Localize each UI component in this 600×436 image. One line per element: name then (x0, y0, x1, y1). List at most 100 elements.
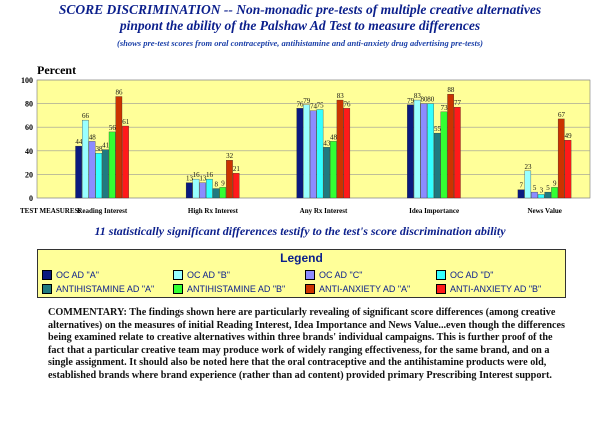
legend-label: OC AD "A" (56, 270, 99, 280)
bar-value-label: 5 (546, 184, 550, 192)
x-tick-label: Any Rx Interest (300, 207, 348, 215)
chart-headline: 11 statistically significant differences… (94, 224, 506, 238)
bar (537, 194, 545, 199)
bar-value-label: 74 (310, 103, 318, 111)
bar-value-label: 56 (109, 124, 117, 132)
bar-value-label: 23 (524, 163, 532, 171)
bar (108, 131, 116, 199)
bar-value-label: 80 (427, 96, 435, 104)
bar (517, 189, 525, 199)
bar (82, 119, 89, 199)
y-tick-label: 60 (25, 123, 33, 132)
bar (544, 191, 552, 199)
bar-value-label: 7 (520, 182, 524, 190)
bar (330, 141, 337, 199)
x-tick-label: Idea Importance (409, 207, 459, 215)
bar (427, 103, 434, 199)
bar (440, 111, 448, 199)
x-tick-label: High Rx Interest (188, 207, 239, 215)
bar-value-label: 79 (407, 97, 415, 105)
bar-value-label: 76 (297, 100, 305, 108)
bar (88, 141, 96, 199)
legend-label: OC AD "C" (319, 270, 363, 280)
bar-value-label: 8 (215, 181, 219, 189)
bar-value-label: 43 (323, 139, 331, 147)
bar (303, 104, 310, 199)
bar (531, 191, 538, 199)
bar-value-label: 88 (447, 86, 455, 94)
bar-value-label: 13 (186, 175, 194, 183)
page-title-line-2: pinpont the ability of the Palshaw Ad Te… (119, 18, 481, 33)
y-tick-label: 0 (29, 194, 33, 203)
bar-value-label: 86 (116, 89, 124, 97)
legend-item: ANTI-ANXIETY AD "B" (436, 283, 541, 295)
legend-swatch (173, 270, 183, 280)
bar-value-label: 3 (540, 186, 544, 194)
bar (192, 178, 200, 199)
bar-chart: Percent TEST MEASURES: 0 20 40 60 80 100 44 66 4… (0, 62, 600, 232)
chart-title: Percent (37, 63, 76, 77)
bar (185, 182, 193, 199)
bar (454, 106, 461, 199)
bar (199, 182, 206, 199)
x-tick-label: News Value (527, 207, 561, 215)
legend-swatch (436, 284, 446, 294)
page-title-line-1: SCORE DISCRIMINATION -- Non-monadic pre-… (58, 2, 542, 17)
legend-item: ANTIHISTAMINE AD "A" (42, 283, 154, 295)
bar-value-label: 66 (82, 112, 90, 120)
bar (433, 132, 441, 199)
bar (219, 187, 227, 199)
bar-value-label: 77 (454, 99, 462, 107)
y-tick-label: 100 (21, 76, 33, 85)
bar (206, 178, 213, 199)
bar-value-label: 55 (434, 125, 442, 133)
x-axis-label: TEST MEASURES: (20, 207, 81, 215)
bar (232, 173, 240, 199)
bar-value-label: 48 (89, 133, 97, 141)
y-tick-label: 20 (25, 170, 33, 179)
bar-value-label: 67 (558, 111, 566, 119)
bar (115, 96, 123, 199)
bar (524, 170, 532, 199)
legend-swatch (436, 270, 446, 280)
bar (75, 145, 82, 199)
bar-value-label: 79 (303, 97, 311, 105)
legend-box: Legend OC AD "A" OC AD "B" OC AD "C" OC AD … (37, 249, 566, 298)
bar-value-label: 16 (206, 171, 214, 179)
bar-value-label: 48 (330, 133, 338, 141)
bar (407, 104, 414, 199)
bar-value-label: 9 (221, 179, 225, 187)
bar-value-label: 5 (533, 184, 537, 192)
bar-value-label: 13 (199, 175, 207, 183)
bar (557, 118, 565, 199)
legend-label: ANTIHISTAMINE AD "A" (56, 284, 155, 294)
legend-item: OC AD "C" (305, 269, 362, 281)
legend-label: ANTI-ANXIETY AD "A" (319, 284, 411, 294)
bar (564, 140, 572, 199)
bar (226, 160, 233, 199)
bar (309, 110, 317, 199)
bar-value-label: 73 (441, 104, 449, 112)
legend-swatch (173, 284, 183, 294)
legend-item: OC AD "D" (436, 269, 493, 281)
bar (122, 125, 129, 199)
bar (296, 108, 304, 199)
bar (102, 149, 109, 199)
bar-value-label: 41 (102, 142, 110, 150)
page-subtitle: (shows pre-test scores from oral contrac… (117, 38, 483, 48)
bar (323, 147, 330, 199)
bar-value-label: 80 (421, 96, 429, 104)
x-tick-label: Reading Interest (77, 207, 128, 215)
legend-title: Legend (280, 251, 323, 265)
bar-value-label: 75 (317, 102, 325, 110)
legend-label: ANTIHISTAMINE AD "B" (187, 284, 286, 294)
bar-value-label: 83 (414, 92, 422, 100)
bar-value-label: 32 (226, 152, 234, 160)
bar (447, 94, 454, 199)
bar-value-label: 83 (337, 92, 345, 100)
commentary-text: COMMENTARY: The findings shown here are … (48, 307, 565, 381)
bar (551, 187, 558, 199)
bar-value-label: 76 (343, 100, 351, 108)
legend-swatch (42, 270, 52, 280)
